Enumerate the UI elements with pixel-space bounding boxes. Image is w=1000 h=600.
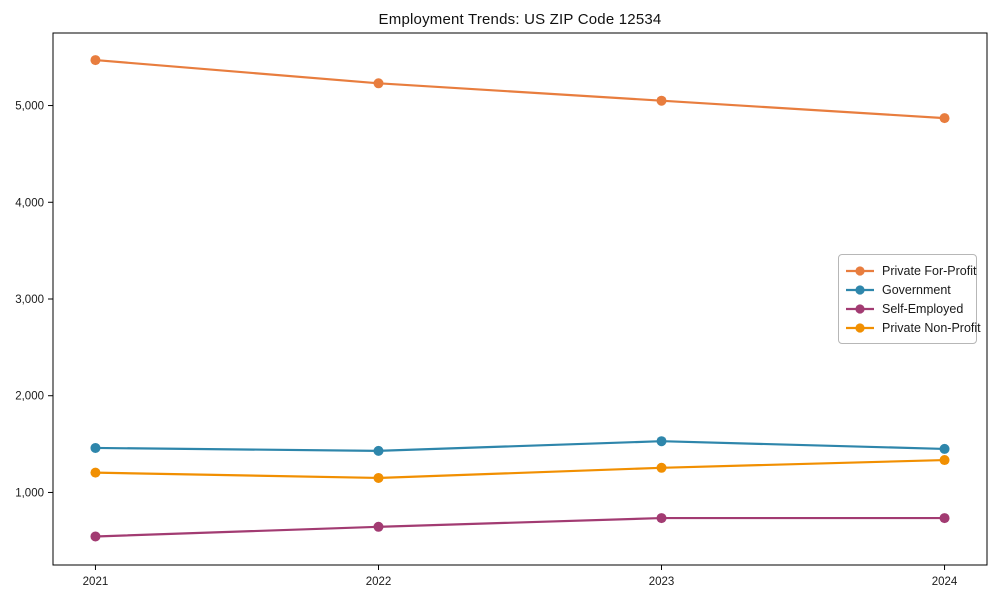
data-point-private-for-profit-2021 <box>90 55 101 66</box>
data-point-private-non-profit-2021 <box>90 467 101 478</box>
legend-label: Private For-Profit <box>882 263 977 278</box>
data-point-private-for-profit-2022 <box>373 78 384 89</box>
x-axis-tick-label: 2022 <box>366 576 392 588</box>
series-line-government <box>94 440 946 452</box>
legend-label: Government <box>882 282 951 297</box>
legend-marker-icon <box>846 303 874 314</box>
chart-title: Employment Trends: US ZIP Code 12534 <box>378 11 662 28</box>
series-line-private-non-profit <box>94 458 946 480</box>
data-point-government-2023 <box>656 436 667 447</box>
legend-entry-private-non-profit: Private Non-Profit <box>846 318 981 337</box>
legend-marker-icon <box>846 322 874 333</box>
data-point-private-for-profit-2024 <box>939 113 950 124</box>
x-axis-tick-label: 2021 <box>83 576 109 588</box>
x-axis-tick-label: 2023 <box>649 576 675 588</box>
data-point-government-2021 <box>90 442 101 453</box>
legend-entry-self-employed: Self-Employed <box>846 299 968 318</box>
data-point-self-employed-2023 <box>656 513 667 524</box>
series-line-private-for-profit <box>94 58 946 120</box>
legend-label: Self-Employed <box>882 301 964 316</box>
data-point-self-employed-2024 <box>939 513 950 524</box>
data-point-self-employed-2022 <box>373 521 384 532</box>
x-axis-tick-label: 2024 <box>932 576 958 588</box>
legend-label: Private Non-Profit <box>882 320 981 335</box>
legend-entry-government: Government <box>846 280 968 299</box>
legend-marker-icon <box>846 265 874 276</box>
data-point-government-2022 <box>373 445 384 456</box>
y-axis-tick-label: 5,000 <box>15 101 44 113</box>
data-point-self-employed-2021 <box>90 531 101 542</box>
y-axis-tick-label: 3,000 <box>15 294 44 306</box>
legend-marker-icon <box>846 284 874 295</box>
data-point-private-non-profit-2022 <box>373 472 384 483</box>
legend-entry-private-for-profit: Private For-Profit <box>846 261 976 280</box>
y-axis-tick-label: 1,000 <box>15 487 44 499</box>
data-point-private-for-profit-2023 <box>656 95 667 106</box>
data-point-private-non-profit-2023 <box>656 462 667 473</box>
data-point-government-2024 <box>939 443 950 454</box>
series-line-self-employed <box>94 516 946 538</box>
chart-legend: Private For-Profit Government Self-Emplo… <box>838 254 981 344</box>
data-point-private-non-profit-2024 <box>939 455 950 466</box>
y-axis-tick-label: 2,000 <box>15 391 44 403</box>
y-axis-tick-label: 4,000 <box>15 197 44 209</box>
